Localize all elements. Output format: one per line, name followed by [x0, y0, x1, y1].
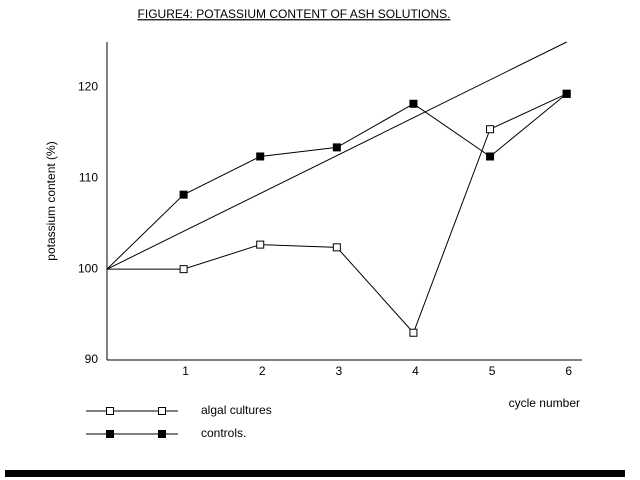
legend-marker: [106, 430, 114, 438]
x-tick-label: 1: [182, 364, 189, 378]
series-line: [107, 93, 567, 334]
x-tick-label: 2: [259, 364, 266, 378]
marker: [179, 190, 188, 199]
trend-line: [106, 41, 567, 270]
marker: [332, 243, 341, 252]
bottom-bar: [5, 470, 625, 477]
legend-label: controls.: [201, 426, 246, 440]
marker: [256, 240, 265, 249]
legend-marker: [158, 407, 166, 415]
x-axis-label: cycle number: [509, 396, 580, 410]
marker: [409, 328, 418, 337]
marker: [486, 125, 495, 134]
y-tick-label: 100: [78, 261, 98, 275]
legend-marker: [158, 430, 166, 438]
y-axis-label: potassium content (%): [44, 141, 58, 260]
x-tick-label: 4: [412, 364, 419, 378]
x-tick-label: 6: [565, 364, 572, 378]
y-tick-label: 110: [79, 170, 98, 184]
legend-label: algal cultures: [201, 403, 272, 417]
y-tick-label: 90: [85, 352, 99, 366]
series-line: [106, 93, 567, 270]
y-tick-label: 120: [78, 80, 98, 94]
marker: [562, 89, 571, 98]
x-tick-label: 3: [335, 364, 342, 378]
x-tick-label: 5: [489, 364, 496, 378]
marker: [256, 152, 265, 161]
marker: [409, 99, 418, 108]
chart-title: FIGURE4: POTASSIUM CONTENT OF ASH SOLUTI…: [138, 7, 451, 21]
marker: [486, 152, 495, 161]
marker: [332, 143, 341, 152]
marker: [179, 265, 188, 274]
legend-marker: [106, 407, 114, 415]
